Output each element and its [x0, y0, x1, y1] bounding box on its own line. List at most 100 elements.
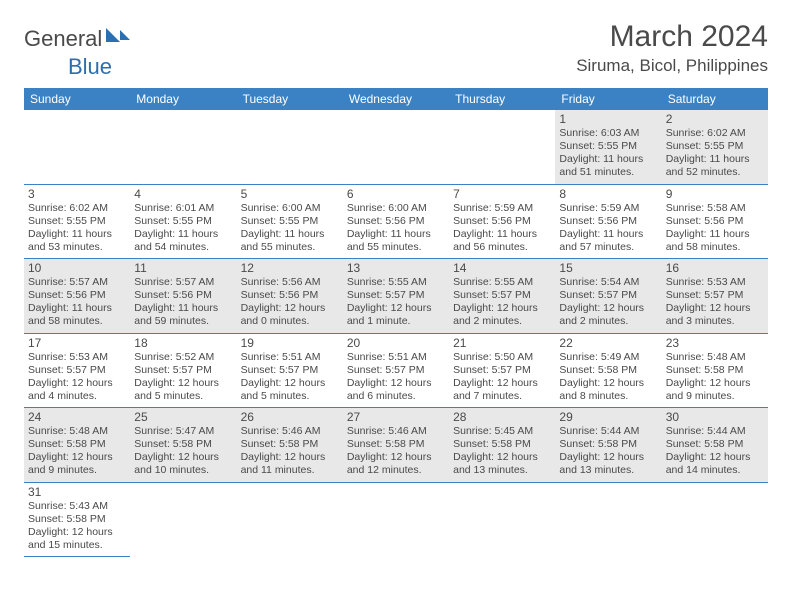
sunset-text: Sunset: 5:56 PM: [559, 215, 657, 228]
calendar-cell: 29Sunrise: 5:44 AMSunset: 5:58 PMDayligh…: [555, 408, 661, 483]
daylight-text: Daylight: 12 hours: [666, 377, 764, 390]
day-number: 30: [666, 410, 764, 424]
calendar-cell: 27Sunrise: 5:46 AMSunset: 5:58 PMDayligh…: [343, 408, 449, 483]
sunset-text: Sunset: 5:57 PM: [347, 289, 445, 302]
day-number: 5: [241, 187, 339, 201]
sunrise-text: Sunrise: 5:48 AM: [666, 351, 764, 364]
daylight-text: and 6 minutes.: [347, 390, 445, 403]
calendar-cell: [662, 482, 768, 557]
day-number: 15: [559, 261, 657, 275]
sunset-text: Sunset: 5:55 PM: [241, 215, 339, 228]
daylight-text: Daylight: 11 hours: [347, 228, 445, 241]
daylight-text: Daylight: 12 hours: [347, 302, 445, 315]
calendar-cell: 2Sunrise: 6:02 AMSunset: 5:55 PMDaylight…: [662, 110, 768, 184]
day-number: 7: [453, 187, 551, 201]
calendar-cell: 11Sunrise: 5:57 AMSunset: 5:56 PMDayligh…: [130, 259, 236, 334]
sunset-text: Sunset: 5:58 PM: [347, 438, 445, 451]
sunrise-text: Sunrise: 5:54 AM: [559, 276, 657, 289]
sunrise-text: Sunrise: 5:44 AM: [666, 425, 764, 438]
daylight-text: and 55 minutes.: [241, 241, 339, 254]
sunset-text: Sunset: 5:55 PM: [559, 140, 657, 153]
day-number: 17: [28, 336, 126, 350]
sunrise-text: Sunrise: 5:51 AM: [347, 351, 445, 364]
sunset-text: Sunset: 5:56 PM: [347, 215, 445, 228]
day-number: 3: [28, 187, 126, 201]
daylight-text: and 2 minutes.: [453, 315, 551, 328]
daylight-text: Daylight: 12 hours: [347, 377, 445, 390]
sunset-text: Sunset: 5:58 PM: [453, 438, 551, 451]
sunset-text: Sunset: 5:57 PM: [28, 364, 126, 377]
daylight-text: and 13 minutes.: [453, 464, 551, 477]
day-number: 10: [28, 261, 126, 275]
day-number: 1: [559, 112, 657, 126]
sunset-text: Sunset: 5:57 PM: [134, 364, 232, 377]
day-number: 29: [559, 410, 657, 424]
sunrise-text: Sunrise: 5:55 AM: [347, 276, 445, 289]
sunrise-text: Sunrise: 5:48 AM: [28, 425, 126, 438]
calendar-week: 31Sunrise: 5:43 AMSunset: 5:58 PMDayligh…: [24, 482, 768, 557]
daylight-text: and 3 minutes.: [666, 315, 764, 328]
header-row: Sunday Monday Tuesday Wednesday Thursday…: [24, 88, 768, 110]
daylight-text: Daylight: 12 hours: [666, 451, 764, 464]
calendar-week: 24Sunrise: 5:48 AMSunset: 5:58 PMDayligh…: [24, 408, 768, 483]
day-number: 11: [134, 261, 232, 275]
calendar-cell: 1Sunrise: 6:03 AMSunset: 5:55 PMDaylight…: [555, 110, 661, 184]
sunrise-text: Sunrise: 5:51 AM: [241, 351, 339, 364]
day-number: 27: [347, 410, 445, 424]
daylight-text: Daylight: 11 hours: [666, 228, 764, 241]
calendar-cell: [343, 110, 449, 184]
calendar-cell: 31Sunrise: 5:43 AMSunset: 5:58 PMDayligh…: [24, 482, 130, 557]
calendar-cell: 10Sunrise: 5:57 AMSunset: 5:56 PMDayligh…: [24, 259, 130, 334]
calendar-cell: [343, 482, 449, 557]
col-thursday: Thursday: [449, 88, 555, 110]
calendar-week: 17Sunrise: 5:53 AMSunset: 5:57 PMDayligh…: [24, 333, 768, 408]
logo-sail-icon: [106, 28, 120, 42]
calendar-cell: 28Sunrise: 5:45 AMSunset: 5:58 PMDayligh…: [449, 408, 555, 483]
logo-text-2: Blue: [68, 54, 112, 79]
col-friday: Friday: [555, 88, 661, 110]
daylight-text: and 51 minutes.: [559, 166, 657, 179]
calendar-cell: [555, 482, 661, 557]
sunrise-text: Sunrise: 5:44 AM: [559, 425, 657, 438]
daylight-text: Daylight: 12 hours: [241, 451, 339, 464]
daylight-text: Daylight: 12 hours: [241, 377, 339, 390]
daylight-text: and 15 minutes.: [28, 539, 126, 552]
calendar-cell: 5Sunrise: 6:00 AMSunset: 5:55 PMDaylight…: [237, 184, 343, 259]
sunset-text: Sunset: 5:58 PM: [666, 364, 764, 377]
sunset-text: Sunset: 5:58 PM: [666, 438, 764, 451]
calendar-cell: 3Sunrise: 6:02 AMSunset: 5:55 PMDaylight…: [24, 184, 130, 259]
sunrise-text: Sunrise: 5:46 AM: [347, 425, 445, 438]
logo: General: [24, 26, 130, 52]
calendar-cell: 22Sunrise: 5:49 AMSunset: 5:58 PMDayligh…: [555, 333, 661, 408]
day-number: 4: [134, 187, 232, 201]
day-number: 31: [28, 485, 126, 499]
daylight-text: Daylight: 11 hours: [28, 302, 126, 315]
sunset-text: Sunset: 5:58 PM: [241, 438, 339, 451]
sunrise-text: Sunrise: 5:57 AM: [134, 276, 232, 289]
daylight-text: Daylight: 11 hours: [453, 228, 551, 241]
sunrise-text: Sunrise: 5:56 AM: [241, 276, 339, 289]
day-number: 9: [666, 187, 764, 201]
daylight-text: and 54 minutes.: [134, 241, 232, 254]
day-number: 8: [559, 187, 657, 201]
calendar-cell: 16Sunrise: 5:53 AMSunset: 5:57 PMDayligh…: [662, 259, 768, 334]
daylight-text: Daylight: 12 hours: [559, 302, 657, 315]
daylight-text: Daylight: 12 hours: [666, 302, 764, 315]
daylight-text: Daylight: 12 hours: [134, 377, 232, 390]
calendar-cell: 25Sunrise: 5:47 AMSunset: 5:58 PMDayligh…: [130, 408, 236, 483]
calendar-cell: 12Sunrise: 5:56 AMSunset: 5:56 PMDayligh…: [237, 259, 343, 334]
calendar-week: 1Sunrise: 6:03 AMSunset: 5:55 PMDaylight…: [24, 110, 768, 184]
daylight-text: and 5 minutes.: [241, 390, 339, 403]
sunrise-text: Sunrise: 6:02 AM: [666, 127, 764, 140]
col-sunday: Sunday: [24, 88, 130, 110]
sunrise-text: Sunrise: 5:47 AM: [134, 425, 232, 438]
daylight-text: Daylight: 12 hours: [453, 302, 551, 315]
daylight-text: and 55 minutes.: [347, 241, 445, 254]
day-number: 22: [559, 336, 657, 350]
sunrise-text: Sunrise: 5:43 AM: [28, 500, 126, 513]
daylight-text: Daylight: 11 hours: [241, 228, 339, 241]
month-title: March 2024: [576, 20, 768, 54]
calendar-cell: 24Sunrise: 5:48 AMSunset: 5:58 PMDayligh…: [24, 408, 130, 483]
daylight-text: and 10 minutes.: [134, 464, 232, 477]
daylight-text: Daylight: 12 hours: [453, 451, 551, 464]
